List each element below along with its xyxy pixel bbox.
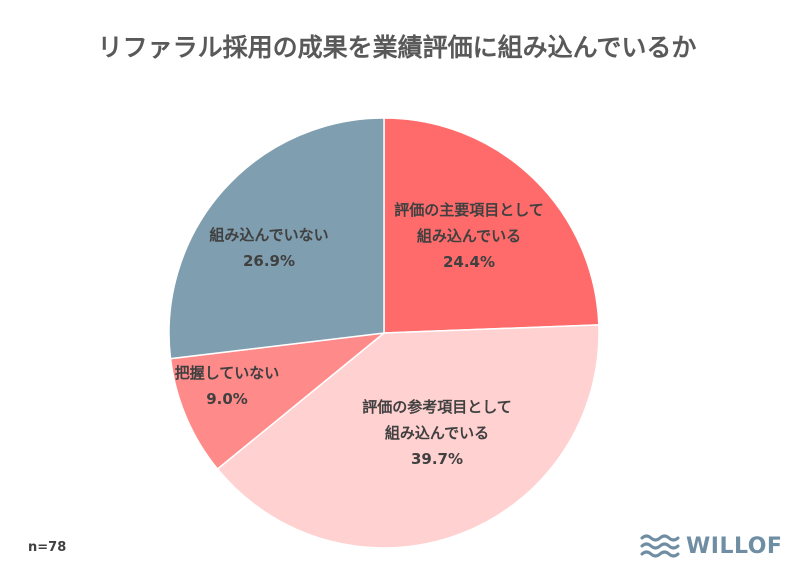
slice-label-2: 評価の参考項目として組み込んでいる 39.7% [362,398,512,468]
slice-label-1: 評価の主要項目として組み込んでいる 24.4% [394,201,544,271]
waves-icon [640,534,680,558]
brand-logo: WILLOF [640,532,782,560]
brand-name: WILLOF [686,533,783,559]
pie-slice-3 [169,331,387,471]
sample-size-note: n=78 [28,540,67,555]
pie-slice-1 [383,117,600,334]
chart-title: リファラル採用の成果を業績評価に組み込んでいるか [97,33,697,62]
slice-label-3: 把握していない 9.0% [175,364,280,408]
pie-slice-4 [168,117,385,360]
pie-slice-2 [216,324,600,549]
slice-label-4: 組み込んでいない 26.9% [209,226,328,270]
